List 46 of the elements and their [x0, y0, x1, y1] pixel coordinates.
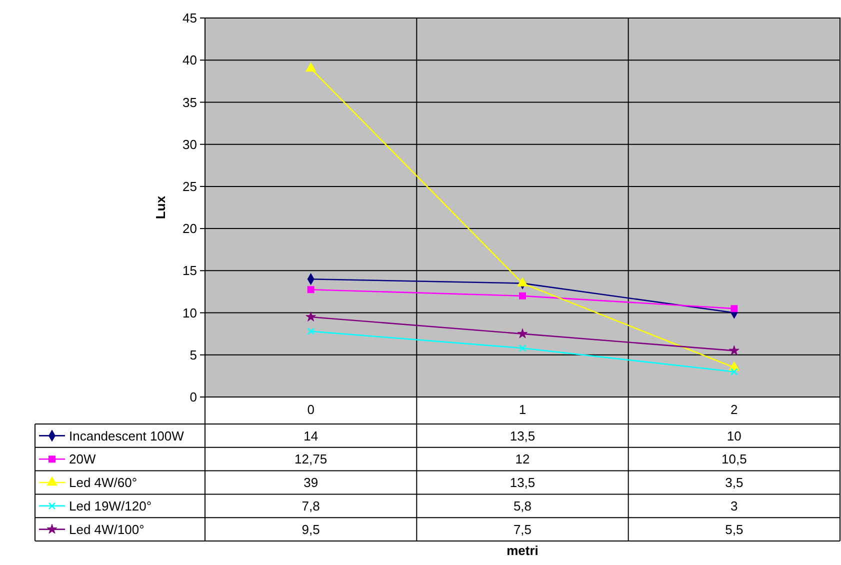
- y-tick-label: 10: [182, 305, 197, 320]
- point: [519, 292, 526, 300]
- legend-label: Led 4W/100°: [69, 522, 144, 537]
- y-tick-label: 20: [182, 221, 197, 236]
- data-label: 7,8: [302, 498, 320, 514]
- legend-label: 20W: [69, 452, 96, 467]
- data-label: 10,5: [722, 452, 747, 467]
- point: [306, 312, 316, 322]
- point: [307, 286, 314, 294]
- data-label: 7,5: [513, 522, 532, 537]
- data-label: 5,5: [725, 522, 744, 537]
- y-tick-label: 40: [182, 52, 197, 68]
- data-label: 3,5: [725, 475, 744, 490]
- point: [730, 305, 738, 312]
- point: [307, 328, 314, 335]
- data-label: 9,5: [302, 522, 320, 537]
- y-tick-label: 25: [182, 178, 197, 194]
- text: metri: [506, 543, 538, 558]
- data-label: 12,75: [294, 452, 328, 467]
- y-tick-label: 15: [182, 263, 197, 278]
- data-label: 13,5: [510, 475, 536, 490]
- data-label: 10: [726, 428, 742, 444]
- point: [730, 368, 738, 376]
- y-tick-label: 45: [182, 10, 197, 26]
- legend-label: Led 19W/120°: [69, 498, 152, 514]
- y-tick-label: 5: [190, 347, 197, 362]
- data-label: 5,8: [513, 498, 532, 514]
- data-label: 39: [304, 475, 318, 490]
- point: [517, 278, 528, 286]
- legend-label: Incandescent 100W: [69, 428, 185, 444]
- x-tick-label: 2: [730, 402, 738, 417]
- point: [306, 62, 316, 72]
- y-axis-title: Lux: [153, 195, 168, 220]
- point: [729, 345, 740, 356]
- point: [518, 344, 526, 352]
- y-tick-label: 30: [182, 136, 197, 152]
- data-label: 14: [304, 428, 318, 444]
- data-label: 3: [730, 498, 738, 514]
- x-tick-label: 0: [307, 402, 314, 417]
- data-label: 13,5: [510, 428, 536, 444]
- legend-label: Led 4W/60°: [69, 475, 138, 490]
- y-tick-label: 35: [182, 94, 197, 110]
- data-label: 12: [515, 452, 530, 467]
- point: [517, 328, 528, 338]
- x-tick-label: 1: [518, 402, 526, 417]
- y-tick-label: 0: [190, 390, 197, 405]
